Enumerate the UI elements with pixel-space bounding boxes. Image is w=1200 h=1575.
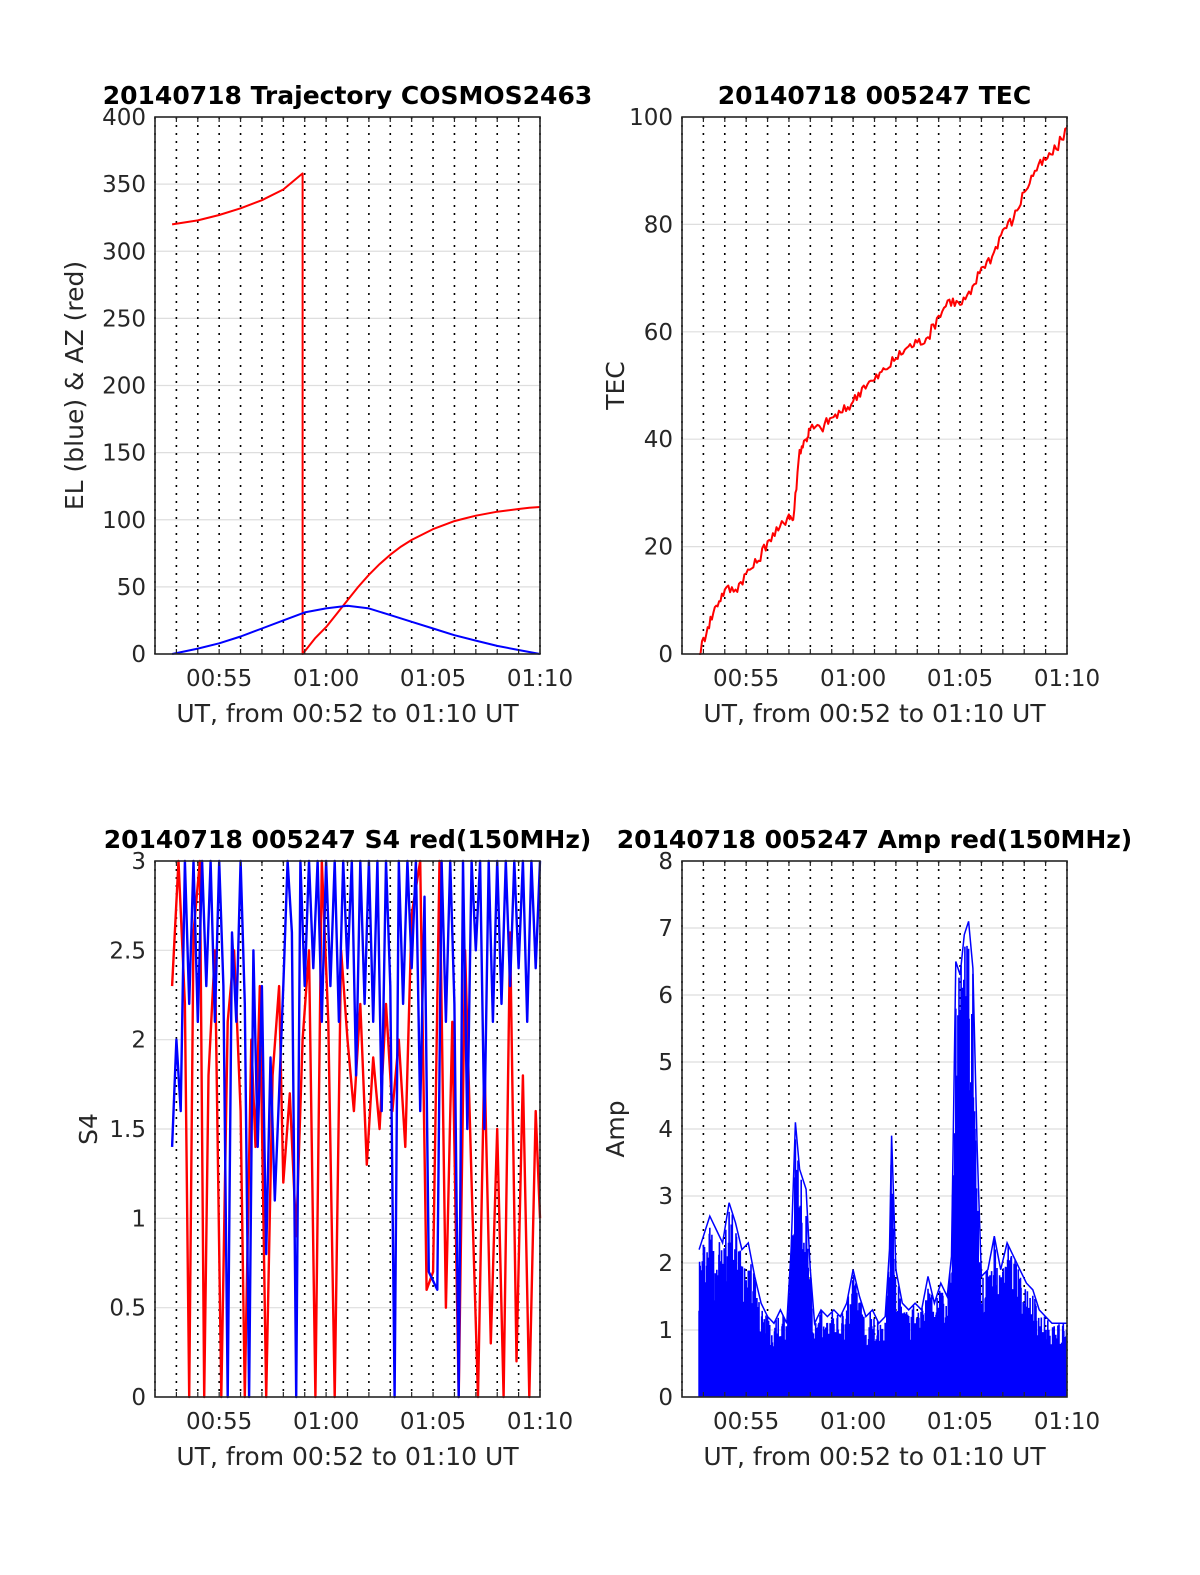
chart-title: 20140718 Trajectory COSMOS2463 [103,81,593,110]
y-tick-label: 0 [131,1385,146,1411]
y-tick-label: 2 [131,1028,146,1054]
y-tick-label: 60 [644,320,673,346]
x-tick-label: 00:55 [713,1409,779,1435]
chart-s4: 0 0.5 1 1.5 2 2.5 3 00:55 01:00 01:05 01:10 2014071… [74,825,591,1471]
y-tick-label: 0 [131,642,146,668]
series-amp-amp [698,921,1068,1397]
series-trajectory-az [171,172,541,655]
x-tick-label: 01:00 [293,1409,359,1435]
y-tick-label: 2.5 [109,938,146,964]
x-axis-label: UT, from 00:52 to 01:10 UT [176,699,519,728]
y-tick-label: 20 [644,535,673,561]
chart-amp: 0 1 2 3 4 5 6 7 8 00:55 01:00 01:05 01:10 20140718 00… [601,825,1132,1471]
y-tick-label: 400 [102,105,146,131]
chart-title: 20140718 005247 S4 red(150MHz) [104,825,592,854]
x-tick-label: 01:05 [400,1409,466,1435]
y-tick-label: 6 [658,983,673,1009]
x-tick-label: 00:55 [186,1409,252,1435]
chart-title: 20140718 005247 Amp red(150MHz) [617,825,1133,854]
y-tick-label: 1 [658,1318,673,1344]
series-line [171,172,541,655]
amp-envelope [698,921,1067,1327]
chart-tec: 0 20 40 60 80 100 00:55 01:00 01:05 01:10 20140718… [601,81,1100,728]
chart-title: 20140718 005247 TEC [718,81,1031,110]
series-trajectory-el [171,604,541,655]
y-tick-label: 1.5 [109,1117,146,1143]
y-tick-label: 8 [658,849,673,875]
series-line [699,126,1068,655]
y-tick-label: 3 [658,1184,673,1210]
y-tick-label: 4 [658,1117,673,1143]
y-tick-label: 0.5 [109,1296,146,1322]
x-tick-label: 01:05 [927,1409,993,1435]
y-axis-label: TEC [601,361,630,411]
y-axis-label: EL (blue) & AZ (red) [60,261,89,510]
y-tick-label: 1 [131,1206,146,1232]
y-tick-label: 7 [658,916,673,942]
x-tick-label: 00:55 [713,666,779,692]
x-tick-label: 01:05 [927,666,993,692]
x-axis-label: UT, from 00:52 to 01:10 UT [703,699,1046,728]
series-s4-blue [170,859,542,1399]
x-tick-label: 01:00 [293,666,359,692]
y-tick-label: 40 [644,427,673,453]
y-tick-label: 200 [102,374,146,400]
x-axis-label: UT, from 00:52 to 01:10 UT [176,1442,519,1471]
y-tick-label: 300 [102,239,146,265]
y-axis-label: S4 [74,1113,103,1145]
y-tick-label: 2 [658,1251,673,1277]
amp-spikes [698,945,1068,1397]
y-tick-label: 80 [644,212,673,238]
x-tick-label: 01:00 [820,666,886,692]
y-tick-label: 0 [658,1385,673,1411]
x-tick-label: 01:10 [507,666,573,692]
series-line [170,859,542,1399]
y-tick-label: 3 [131,849,146,875]
x-axis-label: UT, from 00:52 to 01:10 UT [703,1442,1046,1471]
y-tick-label: 250 [102,306,146,332]
x-tick-label: 01:10 [1034,1409,1100,1435]
series-tec-tec [699,126,1068,655]
series-line [171,604,541,655]
y-tick-label: 0 [658,642,673,668]
chart-trajectory: 0 50 100 150 200 250 300 350 400 00:55 01:00 01:05 0… [60,81,592,728]
y-tick-label: 150 [102,441,146,467]
y-axis-label: Amp [601,1100,630,1157]
y-tick-label: 100 [629,105,673,131]
x-tick-label: 01:05 [400,666,466,692]
y-tick-label: 50 [117,575,146,601]
y-tick-label: 350 [102,172,146,198]
y-tick-label: 100 [102,508,146,534]
x-tick-label: 00:55 [186,666,252,692]
x-tick-label: 01:10 [507,1409,573,1435]
x-tick-label: 01:00 [820,1409,886,1435]
y-tick-label: 5 [658,1050,673,1076]
x-tick-label: 01:10 [1034,666,1100,692]
